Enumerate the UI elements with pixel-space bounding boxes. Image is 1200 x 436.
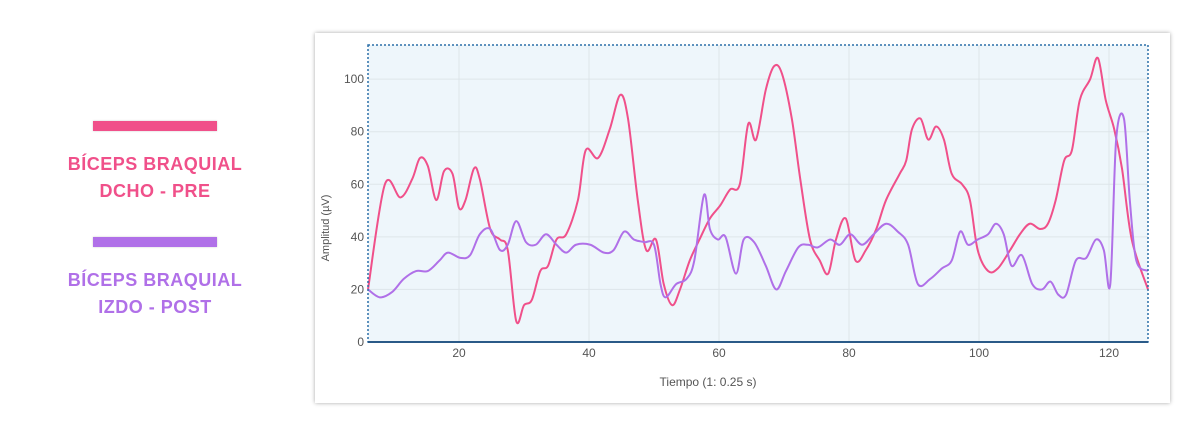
y-tick-label: 100 [344,72,364,86]
legend-swatch [93,237,217,247]
legend-swatch [93,121,217,131]
legend-label: BÍCEPS BRAQUIAL DCHO - PRE [67,154,243,201]
y-axis-label: Amplitud (µV) [320,195,332,262]
legend-label: BÍCEPS BRAQUIAL IZDO - POST [67,270,243,317]
y-tick-label: 40 [351,230,365,244]
x-tick-label: 120 [1099,346,1119,360]
legend-item: BÍCEPS BRAQUIAL DCHO - PRE [55,121,255,205]
x-tick-label: 100 [969,346,989,360]
x-tick-label: 20 [452,346,466,360]
x-tick-label: 40 [582,346,596,360]
y-tick-label: 0 [357,335,364,349]
chart: Tiempo (1: 0.25 s) Amplitud (µV) 0 20 40 60… [320,44,1149,389]
series-line [367,112,1149,299]
x-axis-label: Tiempo (1: 0.25 s) [660,375,757,389]
y-tick-label: 80 [351,125,365,139]
y-tick-label: 20 [351,282,365,296]
chart-card: Tiempo (1: 0.25 s) Amplitud (µV) 0 20 40 60… [315,33,1170,403]
x-tick-label: 80 [842,346,856,360]
series-line [367,56,1149,325]
legend-item: BÍCEPS BRAQUIAL IZDO - POST [55,237,255,321]
plot-border [367,44,1149,343]
x-tick-label: 60 [712,346,726,360]
plot-area [368,45,1148,342]
y-tick-label: 60 [351,177,365,191]
